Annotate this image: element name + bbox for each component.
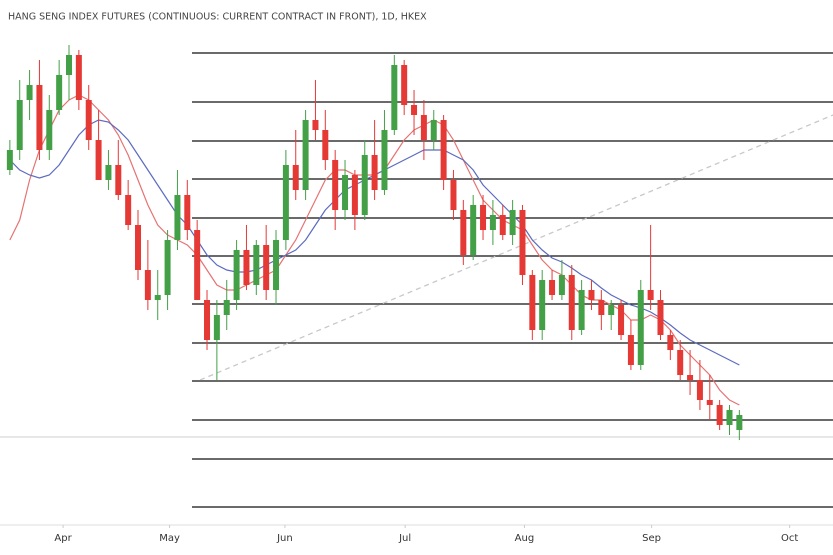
candle-body — [115, 165, 122, 195]
candle-body — [263, 245, 270, 290]
candle-body — [667, 335, 674, 350]
candle-body — [618, 305, 625, 335]
candle-body — [470, 205, 477, 255]
candle-body — [706, 400, 713, 405]
candle-body — [736, 415, 743, 430]
candle-body — [36, 85, 43, 150]
candle-body — [381, 130, 388, 190]
candle-body — [716, 405, 723, 425]
candle-body — [647, 290, 654, 300]
candle-body — [361, 155, 368, 215]
candle-body — [657, 300, 664, 335]
candle-body — [184, 195, 191, 230]
candle-body — [480, 205, 487, 230]
candle-body — [75, 55, 82, 100]
candle-body — [322, 130, 329, 160]
candle-body — [627, 335, 634, 365]
candle-body — [204, 300, 211, 340]
candle-body — [26, 85, 33, 100]
candle-body — [401, 65, 408, 105]
candle-body — [588, 290, 595, 300]
candle-body — [292, 165, 299, 190]
candle-body — [687, 375, 694, 380]
trend-line — [199, 114, 833, 381]
candle-body — [223, 300, 230, 315]
candle-body — [253, 245, 260, 285]
candle-body — [489, 215, 496, 230]
x-tick-label: Sep — [642, 533, 661, 544]
candle-body — [6, 150, 13, 170]
candle-body — [519, 210, 526, 275]
candle-body — [539, 280, 546, 330]
x-tick-label: Jun — [276, 533, 293, 544]
candle-body — [351, 175, 358, 215]
candle-body — [529, 275, 536, 330]
candle-body — [46, 110, 53, 150]
candle-body — [144, 270, 151, 300]
x-tick-label: Aug — [515, 533, 535, 544]
candle-body — [213, 315, 220, 340]
candle-body — [391, 65, 398, 130]
candle-body — [371, 155, 378, 190]
candle-body — [154, 295, 161, 300]
candle-body — [460, 210, 467, 255]
x-tick-label: Jul — [398, 533, 411, 544]
candle-body — [598, 300, 605, 315]
candle-body — [411, 105, 418, 115]
candle-body — [430, 120, 437, 140]
candle-body — [509, 210, 516, 235]
candle-body — [85, 100, 92, 140]
candle-body — [696, 380, 703, 400]
candle-body — [637, 290, 644, 365]
candle-body — [66, 55, 73, 75]
candle-body — [282, 165, 289, 240]
candle-body — [56, 75, 63, 110]
candle-body — [243, 250, 250, 285]
candle-body — [105, 165, 112, 180]
candle-body — [273, 240, 280, 290]
x-tick-label: May — [159, 533, 180, 544]
candle-body — [578, 290, 585, 330]
candle-body — [558, 275, 565, 295]
candle-body — [420, 115, 427, 140]
x-tick-label: Oct — [781, 533, 798, 544]
candle-body — [677, 350, 684, 375]
candle-body — [342, 175, 349, 210]
candle-body — [440, 120, 447, 180]
candle-body — [95, 140, 102, 180]
candle-body — [608, 305, 615, 315]
candle-body — [233, 250, 240, 300]
candle-body — [332, 160, 339, 210]
candle-body — [450, 180, 457, 210]
x-tick-label: Apr — [54, 533, 72, 544]
candle-body — [174, 195, 181, 240]
chart-title: HANG SENG INDEX FUTURES (CONTINUOUS: CUR… — [8, 12, 427, 23]
candle-body — [499, 215, 506, 235]
candle-body — [726, 410, 733, 425]
candle-body — [568, 275, 575, 330]
candle-body — [549, 280, 556, 295]
candle-body — [16, 100, 23, 150]
candle-body — [164, 240, 171, 295]
candle-body — [125, 195, 132, 225]
candle-body — [302, 120, 309, 190]
candle-body — [135, 225, 142, 270]
candle-body — [312, 120, 319, 130]
candle-body — [194, 230, 201, 300]
